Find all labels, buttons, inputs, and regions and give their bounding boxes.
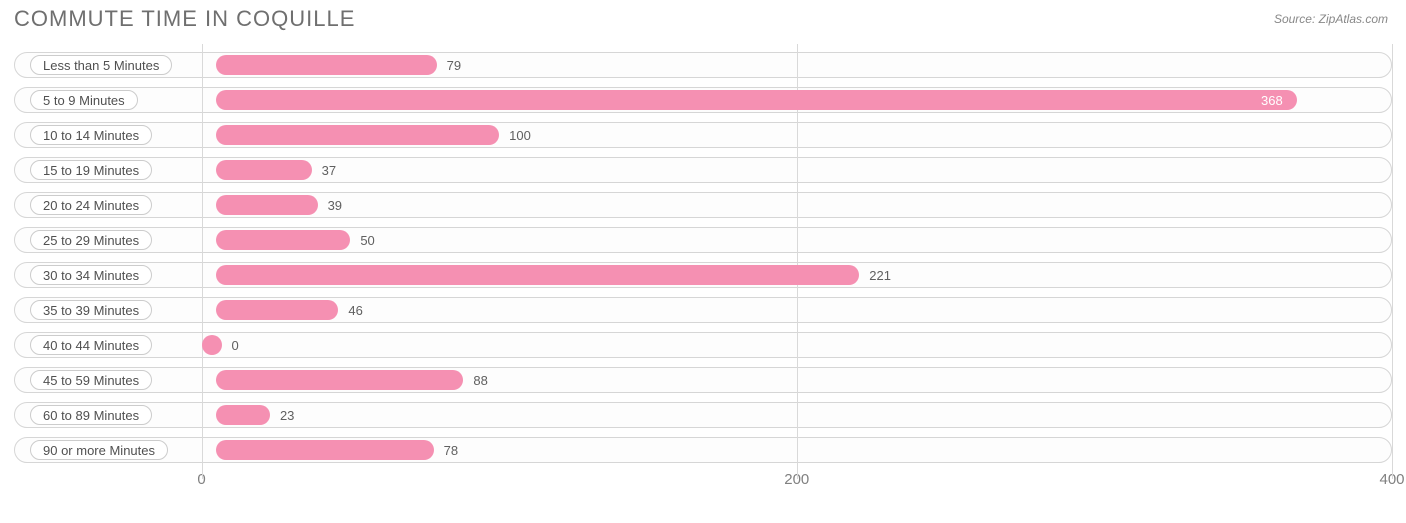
bar-value: 88 [463,370,487,390]
bar [202,335,222,355]
bar-row: 20 to 24 Minutes 39 [14,190,1392,220]
bar [216,300,338,320]
bar-value: 368 [216,90,1297,110]
bar-row: 10 to 14 Minutes 100 [14,120,1392,150]
bar-row: 25 to 29 Minutes 50 [14,225,1392,255]
bar-rows: Less than 5 Minutes 79 5 to 9 Minutes 368 10… [14,50,1392,470]
chart-source: Source: ZipAtlas.com [1274,12,1388,26]
x-axis: 0200400 [14,471,1392,501]
category-label: 35 to 39 Minutes [30,300,152,320]
category-label: 40 to 44 Minutes [30,335,152,355]
bar [216,160,312,180]
bar-row: 35 to 39 Minutes 46 [14,295,1392,325]
bar-value: 50 [350,230,374,250]
bar-value: 0 [222,335,239,355]
bar-row: 60 to 89 Minutes 23 [14,400,1392,430]
category-label: 5 to 9 Minutes [30,90,138,110]
category-label: 30 to 34 Minutes [30,265,152,285]
category-label: 60 to 89 Minutes [30,405,152,425]
bar [216,55,437,75]
category-label: 45 to 59 Minutes [30,370,152,390]
bar-row: 15 to 19 Minutes 37 [14,155,1392,185]
category-label: 90 or more Minutes [30,440,168,460]
category-label: Less than 5 Minutes [30,55,172,75]
bar [216,265,859,285]
chart-title: COMMUTE TIME IN COQUILLE [14,6,355,32]
bar-row: 90 or more Minutes 78 [14,435,1392,465]
bar [216,195,318,215]
category-label: 20 to 24 Minutes [30,195,152,215]
bar-value: 39 [318,195,342,215]
bar-value: 79 [437,55,461,75]
bar-row: 40 to 44 Minutes 0 [14,330,1392,360]
bar-value: 46 [338,300,362,320]
bar-value: 78 [434,440,458,460]
bar-value: 100 [499,125,531,145]
bar [216,370,463,390]
chart-plot-area: Less than 5 Minutes 79 5 to 9 Minutes 368 10… [14,44,1392,479]
category-label: 25 to 29 Minutes [30,230,152,250]
bar-row: 5 to 9 Minutes 368 [14,85,1392,115]
bar-value: 23 [270,405,294,425]
gridline [1392,44,1393,479]
bar-row: 45 to 59 Minutes 88 [14,365,1392,395]
bar [216,440,434,460]
bar-value: 221 [859,265,891,285]
bar-row: 30 to 34 Minutes 221 [14,260,1392,290]
gridline [202,44,203,479]
bar [216,125,499,145]
category-label: 15 to 19 Minutes [30,160,152,180]
bar-row: Less than 5 Minutes 79 [14,50,1392,80]
bar [216,230,350,250]
category-label: 10 to 14 Minutes [30,125,152,145]
bar-value: 37 [312,160,336,180]
bar [216,405,270,425]
